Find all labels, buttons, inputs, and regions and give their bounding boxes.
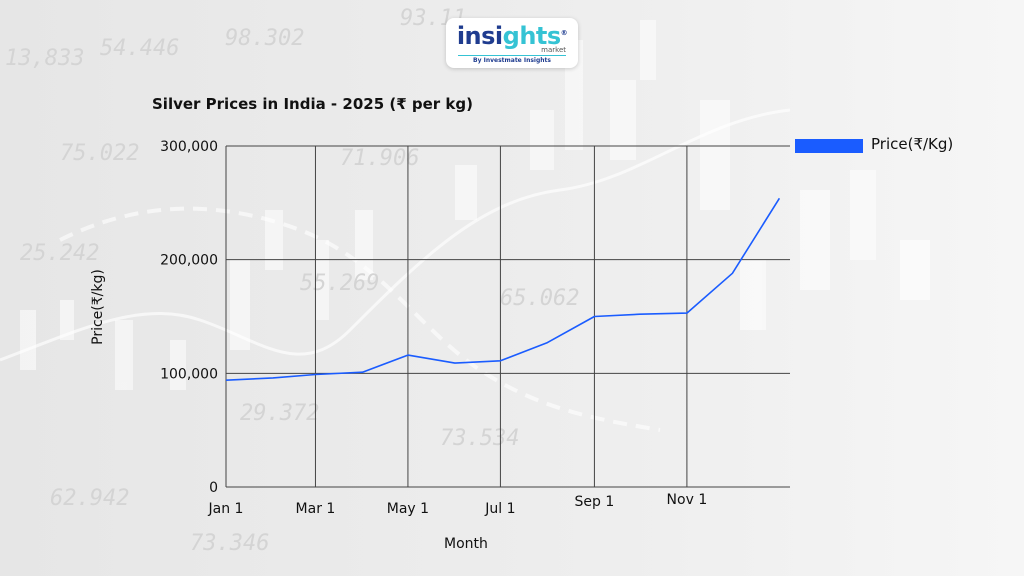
- legend-label: Price(₹/Kg): [871, 135, 954, 153]
- svg-text:98.302: 98.302: [225, 26, 304, 51]
- logo-subtitle: market: [541, 46, 566, 54]
- x-tick-label: Nov 1: [667, 492, 708, 508]
- svg-text:75.022: 75.022: [60, 141, 139, 166]
- x-tick-label: Sep 1: [575, 494, 615, 510]
- y-tick-label: 100,000: [160, 366, 218, 382]
- svg-text:29.372: 29.372: [240, 401, 319, 426]
- logo-wordmark-part1: insi: [456, 22, 503, 50]
- chart-title: Silver Prices in India - 2025 (₹ per kg): [152, 95, 473, 113]
- logo-wordmark-part2: ghts: [502, 22, 562, 50]
- svg-text:71.906: 71.906: [340, 146, 419, 171]
- insights-market-logo: insights® market By Investmate Insights: [446, 18, 578, 68]
- logo-tagline: By Investmate Insights: [473, 57, 551, 64]
- svg-text:73.534: 73.534: [440, 426, 519, 451]
- logo-wordmark: insights®: [446, 22, 578, 50]
- x-axis-title: Month: [444, 536, 488, 552]
- y-tick-label: 0: [209, 480, 218, 496]
- price-series-line: [225, 197, 781, 381]
- x-tick-label: Jul 1: [484, 501, 515, 517]
- svg-text:65.062: 65.062: [500, 286, 579, 311]
- x-tick-label: Mar 1: [296, 501, 336, 517]
- svg-text:73.346: 73.346: [190, 531, 269, 556]
- legend-swatch: [795, 139, 863, 153]
- svg-text:25.242: 25.242: [20, 241, 99, 266]
- logo-divider: [458, 55, 566, 56]
- logo-registered-mark: ®: [560, 29, 568, 37]
- svg-text:54.446: 54.446: [100, 36, 179, 61]
- svg-text:55.269: 55.269: [300, 271, 379, 296]
- y-tick-label: 200,000: [160, 253, 218, 269]
- x-tick-label: May 1: [387, 501, 429, 517]
- svg-text:62.942: 62.942: [50, 486, 129, 511]
- x-tick-label: Jan 1: [208, 501, 244, 517]
- y-tick-label: 300,000: [160, 139, 218, 155]
- svg-text:13,833: 13,833: [5, 46, 84, 71]
